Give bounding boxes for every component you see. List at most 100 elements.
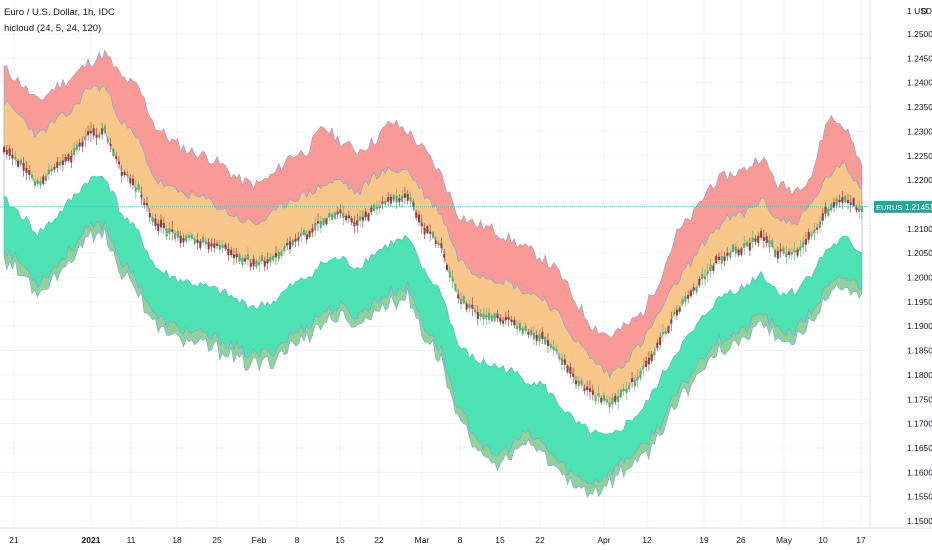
candle-body: [95, 135, 98, 138]
candle-body: [328, 213, 331, 218]
candle-body: [804, 239, 807, 245]
candle-body: [647, 357, 650, 365]
candle-body: [109, 143, 112, 147]
candle-body: [448, 271, 451, 278]
indicator-title[interactable]: hicloud (24, 5, 24, 120): [4, 23, 102, 34]
candle-body: [117, 161, 120, 165]
candle-body: [297, 237, 300, 241]
candle-body: [280, 251, 283, 257]
candle-body: [140, 194, 143, 198]
candle-body: [325, 218, 328, 225]
candle-body: [516, 326, 519, 330]
candle-body: [558, 356, 561, 360]
time-tick-label: 8: [295, 535, 300, 545]
candle-body: [230, 249, 233, 256]
candle-body: [199, 241, 202, 248]
candle-body: [387, 197, 390, 202]
candle-body: [443, 254, 446, 258]
price-tick-label: 1.24500: [907, 53, 932, 63]
candle-body: [793, 250, 796, 253]
candle-body: [673, 311, 676, 315]
time-tick-label: Mar: [415, 535, 430, 545]
candle-body: [538, 334, 541, 342]
time-tick-label: Apr: [597, 535, 610, 545]
price-tick-label: 1.20500: [907, 248, 932, 258]
candle-body: [628, 385, 631, 390]
candle-body: [701, 273, 704, 279]
candle-body: [432, 232, 434, 238]
candle-body: [336, 211, 339, 215]
candle-body: [771, 240, 774, 247]
candle-body: [751, 237, 754, 242]
candle-body: [465, 303, 468, 310]
candle-body: [754, 238, 757, 242]
price-tick-label: 1.22000: [907, 175, 932, 185]
candle-body: [314, 222, 317, 231]
candle-body: [774, 249, 777, 258]
candle-body: [151, 217, 154, 223]
candle-body: [294, 238, 297, 242]
candle-body: [322, 218, 325, 226]
candle-body: [252, 258, 255, 267]
candle-body: [258, 262, 261, 266]
candle-body: [692, 287, 695, 291]
candle-body: [143, 202, 146, 206]
candle-body: [726, 252, 729, 256]
candle-body: [370, 207, 373, 213]
candle-body: [182, 238, 185, 243]
time-axis[interactable]: 21 2021 11 18 25 Feb 8 15 22 Mar 8 15 22 Apr 12 19 26 May…: [0, 527, 932, 545]
candle-body: [734, 246, 737, 254]
candle-body: [689, 290, 692, 297]
candle-body: [115, 156, 118, 159]
price-tag-value-bg: [903, 200, 932, 213]
price-tag-symbol-bg: [874, 200, 903, 213]
candle-body: [22, 163, 25, 171]
time-tick-label: 11: [127, 535, 136, 545]
candle-body: [830, 203, 833, 211]
candle-body: [645, 360, 648, 367]
time-tick-label: 26: [736, 535, 746, 545]
candle-body: [311, 228, 314, 233]
candle-body: [535, 334, 538, 341]
candle-body: [518, 322, 521, 331]
candle-body: [849, 202, 852, 206]
candle-body: [762, 237, 765, 241]
candle-body: [659, 337, 662, 345]
candle-body: [246, 254, 249, 260]
symbol-title[interactable]: Euro / U.S. Dollar, 1h, IDC: [4, 7, 115, 18]
time-tick-label: 2021: [82, 535, 101, 545]
candle-body: [207, 242, 210, 250]
price-tick-label: 1.19500: [907, 297, 932, 307]
candle-body: [546, 340, 549, 347]
candle-body: [485, 314, 488, 319]
candle-body: [84, 136, 87, 140]
candle-body: [474, 309, 477, 313]
candle-body: [8, 148, 11, 156]
axis-menu-glyph[interactable]: D: [921, 6, 927, 16]
candle-body: [835, 198, 838, 207]
candle-body: [807, 232, 810, 240]
candle-body: [303, 230, 306, 236]
candle-body: [3, 146, 5, 153]
time-tick-label: Feb: [252, 535, 267, 545]
price-axis[interactable]: 1.25000 1.24500 1.24000 1.23500 1.23000 1.225…: [869, 0, 932, 528]
time-tick-label: 8: [458, 535, 463, 545]
candle-body: [47, 169, 50, 175]
candle-body: [81, 142, 84, 147]
time-tick-label: 25: [212, 535, 222, 545]
candle-body: [347, 215, 350, 219]
candle-body: [661, 332, 664, 335]
candle-body: [653, 351, 656, 356]
price-tag-value: 1.21451: [905, 203, 932, 212]
candle-body: [106, 139, 109, 143]
candle-body: [622, 388, 625, 391]
candle-body: [796, 249, 799, 256]
candle-body: [782, 247, 785, 254]
candle-body: [852, 198, 855, 206]
candle-body: [434, 240, 437, 244]
candle-body: [238, 253, 241, 262]
candle-body: [25, 168, 28, 173]
time-tick-label: 18: [172, 535, 182, 545]
candle-body: [715, 255, 718, 264]
